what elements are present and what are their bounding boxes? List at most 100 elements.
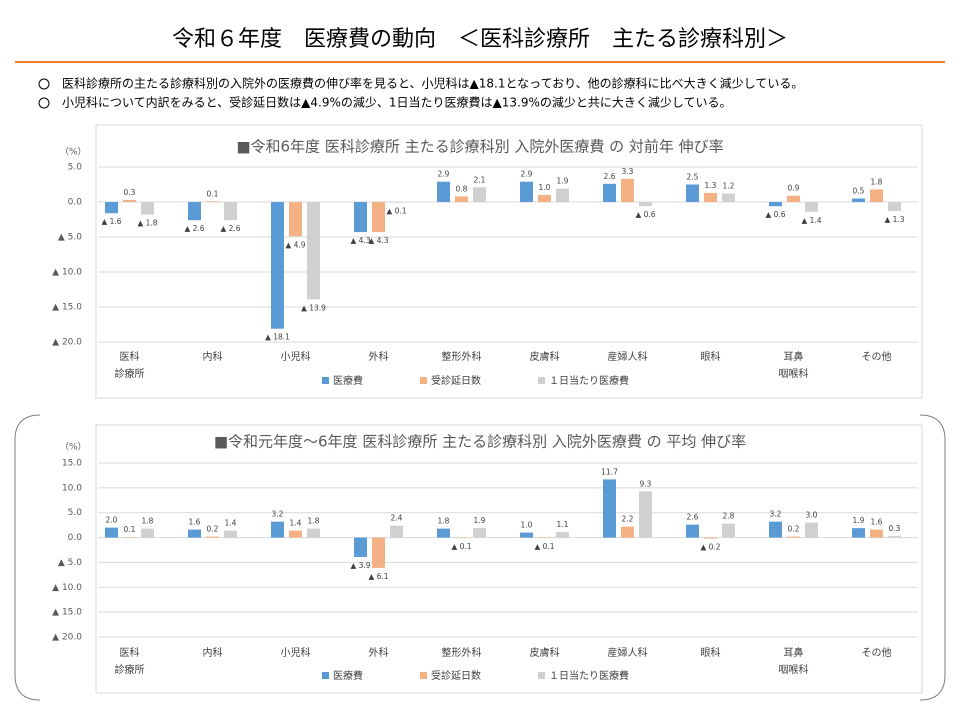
- value-label: 1.9: [557, 177, 569, 186]
- bar: [888, 536, 901, 538]
- value-label: 1.8: [438, 517, 450, 526]
- bar: [271, 202, 284, 329]
- bar: [722, 523, 735, 538]
- chart-title: ■令和6年度 医科診療所 主たる診療科別 入院外医療費 の 対前年 伸び率: [236, 138, 723, 156]
- value-label: 2.9: [438, 170, 450, 179]
- bar: [307, 202, 320, 300]
- y-tick-label: 0.0: [68, 198, 83, 208]
- legend-swatch: [538, 672, 545, 679]
- value-label: 1.4: [290, 519, 302, 528]
- x-tick-line: 診療所: [115, 663, 145, 676]
- x-tick-line: その他: [862, 350, 892, 363]
- bar: [870, 529, 883, 538]
- bar: [105, 202, 118, 214]
- value-label: 1.8: [871, 177, 883, 186]
- value-label: 3.3: [622, 167, 634, 176]
- value-label: ▲ 0.2: [700, 543, 720, 552]
- x-tick-line: 耳鼻: [784, 350, 804, 363]
- value-label: ▲ 0.1: [534, 542, 554, 551]
- bar: [141, 528, 154, 538]
- bar: [390, 202, 403, 203]
- value-label: 1.2: [723, 182, 735, 191]
- value-label: 1.1: [557, 520, 569, 529]
- x-tick-line: 外科: [369, 646, 389, 659]
- bar: [289, 530, 302, 538]
- value-label: 1.0: [521, 521, 533, 530]
- bar: [390, 525, 403, 538]
- y-tick-label: ▲ 15.0: [52, 303, 82, 313]
- x-tick-line: 診療所: [115, 367, 145, 380]
- value-label: 2.1: [474, 175, 486, 184]
- legend-swatch: [538, 377, 545, 384]
- slide-title: 令和６年度 医療費の動向 ＜医科診療所 主たる診療科別＞: [172, 27, 788, 52]
- bar: [805, 522, 818, 538]
- x-tick-label: 外科: [369, 646, 389, 659]
- bar: [289, 202, 302, 237]
- y-tick-label: 5.0: [68, 163, 83, 173]
- value-label: ▲ 1.3: [884, 215, 904, 224]
- value-label: ▲ 2.6: [220, 224, 240, 233]
- bar: [639, 202, 652, 207]
- legend-label: １日当たり医療費: [549, 669, 629, 682]
- value-label: 1.6: [189, 518, 201, 527]
- value-label: ▲ 0.6: [765, 210, 785, 219]
- x-tick-label: 整形外科: [442, 350, 482, 363]
- x-tick-label: 小児科: [281, 646, 311, 659]
- bar: [520, 532, 533, 538]
- x-tick-line: 眼科: [701, 350, 721, 363]
- bar: [686, 524, 699, 538]
- x-tick-line: 産婦人科: [608, 350, 648, 363]
- x-tick-label: 小児科: [281, 350, 311, 363]
- bar: [473, 528, 486, 538]
- value-label: 0.9: [788, 184, 800, 193]
- y-axis-label: （%）: [60, 147, 87, 158]
- value-label: 2.9: [521, 170, 533, 179]
- value-label: 0.8: [456, 184, 468, 193]
- x-tick-label: 内科: [203, 350, 223, 363]
- value-label: 11.7: [601, 467, 618, 476]
- bar: [105, 527, 118, 538]
- value-label: ▲ 4.3: [350, 236, 370, 245]
- legend-swatch: [322, 377, 329, 384]
- y-tick-label: ▲ 5.0: [58, 558, 82, 568]
- bar: [224, 202, 237, 221]
- bar: [686, 184, 699, 202]
- value-label: 1.0: [539, 183, 551, 192]
- legend-swatch: [420, 377, 427, 384]
- x-tick-line: 医科: [120, 350, 140, 363]
- x-tick-label: 耳鼻咽喉科: [779, 646, 809, 676]
- y-tick-label: ▲ 15.0: [52, 608, 82, 618]
- bar: [206, 201, 219, 202]
- value-label: ▲ 0.1: [386, 207, 406, 216]
- value-label: 2.4: [391, 514, 403, 523]
- bracket: [14, 414, 41, 701]
- x-tick-label: 内科: [203, 646, 223, 659]
- y-tick-label: ▲ 10.0: [52, 583, 82, 593]
- legend-swatch: [420, 672, 427, 679]
- value-label: ▲ 1.4: [801, 216, 821, 225]
- y-tick-label: ▲ 5.0: [58, 233, 82, 243]
- bar: [603, 183, 616, 202]
- x-tick-label: 皮膚科: [530, 646, 560, 659]
- x-tick-line: 外科: [369, 350, 389, 363]
- bar: [722, 193, 735, 202]
- bullet-text: 小児科について内訳をみると、受診延日数は▲4.9%の減少、1日当たり医療費は▲1…: [62, 95, 732, 110]
- bar: [354, 537, 367, 557]
- bar: [206, 536, 219, 538]
- y-tick-label: 10.0: [62, 483, 82, 493]
- bar: [639, 491, 652, 538]
- value-label: 3.2: [272, 510, 284, 519]
- y-tick-label: 0.0: [68, 533, 83, 543]
- bar: [123, 199, 136, 202]
- legend-label: 受診延日数: [431, 669, 481, 682]
- bar: [307, 528, 320, 538]
- value-label: 2.6: [604, 172, 616, 181]
- value-label: 2.5: [687, 173, 699, 182]
- value-label: 1.3: [705, 181, 717, 190]
- value-label: 1.9: [474, 516, 486, 525]
- bar: [188, 202, 201, 221]
- x-tick-label: 整形外科: [442, 646, 482, 659]
- bar: [805, 202, 818, 212]
- value-label: 9.3: [640, 479, 652, 488]
- x-tick-line: 咽喉科: [779, 367, 809, 380]
